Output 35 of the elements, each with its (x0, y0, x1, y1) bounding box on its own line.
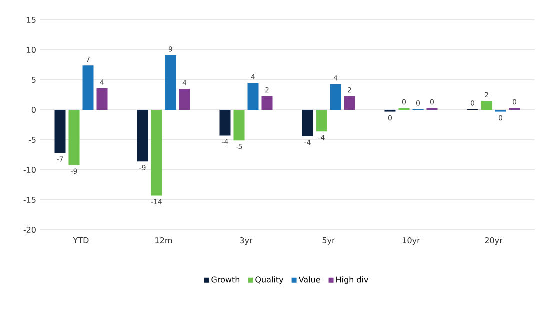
bar (220, 110, 231, 136)
legend-label: Growth (212, 276, 240, 283)
bar (165, 55, 176, 110)
x-tick-label: 12m (156, 238, 172, 244)
y-tick-label: -20 (24, 226, 36, 234)
bar (316, 110, 328, 132)
bar (481, 100, 492, 110)
bar (96, 88, 108, 110)
legend-label: High div (336, 276, 369, 284)
legend-label: Quality (256, 276, 284, 284)
y-tick-label: -15 (24, 197, 36, 203)
bar (234, 110, 245, 141)
y-tick-label: 0 (32, 106, 36, 114)
bar (54, 110, 66, 154)
bar (68, 110, 80, 166)
bar (179, 88, 190, 110)
x-tick-label: 20yr (485, 238, 503, 246)
y-tick-label: 15 (27, 17, 36, 23)
x-tick-label: 3yr (240, 238, 253, 246)
y-tick-label: 10 (27, 46, 36, 54)
x-tick-label: 10yr (403, 238, 420, 246)
bar (82, 66, 94, 110)
bar (330, 84, 342, 110)
bar (248, 82, 259, 110)
y-tick-label: -5 (28, 137, 36, 143)
x-tick-label: 5yr (322, 238, 336, 246)
bar (151, 110, 162, 196)
bar (344, 96, 356, 110)
bar (262, 96, 273, 110)
y-tick-label: -10 (24, 166, 36, 174)
x-tick-label: YTD (73, 238, 89, 244)
legend-label: Value (298, 276, 320, 283)
bar (302, 110, 314, 136)
y-tick-label: 5 (32, 77, 36, 83)
bar (137, 110, 148, 162)
